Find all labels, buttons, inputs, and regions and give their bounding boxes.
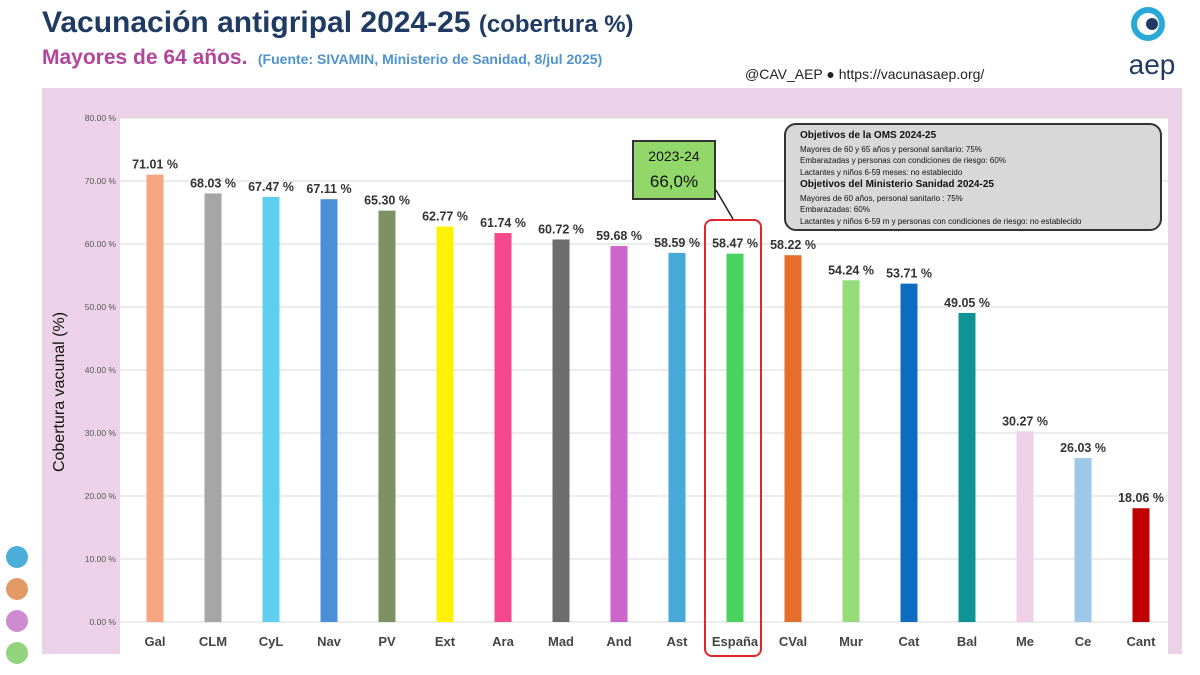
data-label: 58.47 %: [712, 237, 758, 251]
data-label: 53.71 %: [886, 267, 932, 281]
data-label: 30.27 %: [1002, 414, 1048, 428]
ms-objective-line: Mayores de 60 años, personal sanitario :…: [800, 193, 963, 203]
data-label: 65.30 %: [364, 194, 410, 208]
bar-and: [610, 246, 628, 623]
bar-bal: [958, 312, 976, 622]
social-handle: @CAV_AEP ● https://vacunasaep.org/: [745, 66, 985, 82]
x-tick-label: Cat: [899, 634, 921, 649]
data-label: 61.74 %: [480, 216, 526, 230]
title-suffix: (cobertura %): [478, 11, 634, 38]
bar-gal: [146, 174, 164, 622]
data-label: 26.03 %: [1060, 441, 1106, 455]
bar-ext: [436, 226, 454, 622]
oms-objective-line: Lactantes y niños 6-59 meses: no estable…: [800, 167, 963, 177]
x-tick-label: Nav: [317, 634, 342, 649]
x-tick-label: CyL: [259, 634, 284, 649]
data-label: 18.06 %: [1118, 491, 1164, 505]
previous-season-value: 66,0%: [649, 172, 699, 191]
x-tick-label: PV: [378, 634, 396, 649]
y-tick-label: 10.00 %: [85, 554, 117, 564]
data-label: 60.72 %: [538, 222, 584, 236]
x-tick-label: CLM: [199, 634, 227, 649]
source-note: (Fuente: SIVAMIN, Ministerio de Sanidad,…: [257, 51, 603, 67]
x-tick-label: Me: [1016, 634, 1034, 649]
x-tick-label: Cant: [1127, 634, 1157, 649]
bar-ara: [494, 233, 512, 622]
bar-nav: [320, 199, 338, 622]
logo-text: aep: [1129, 49, 1176, 80]
data-label: 58.59 %: [654, 236, 700, 250]
x-tick-label: Ast: [667, 634, 689, 649]
x-tick-label: Ext: [435, 634, 456, 649]
data-label: 62.77 %: [422, 210, 468, 224]
side-dot: [6, 642, 28, 664]
x-tick-label: And: [606, 634, 631, 649]
y-tick-label: 20.00 %: [85, 491, 117, 501]
bar-cat: [900, 283, 918, 622]
oms-objective-line: Embarazadas y personas con condiciones d…: [800, 156, 1006, 166]
chart-title: Vacunación antigripal 2024-25 (cobertura…: [42, 6, 634, 40]
previous-season-box: 2023-24 66,0%: [632, 140, 716, 200]
bar-pv: [378, 210, 396, 623]
side-dot: [6, 610, 28, 632]
subtitle-group: Mayores de 64 años.: [42, 46, 248, 69]
x-tick-label: Bal: [957, 634, 977, 649]
ms-objective-line: Lactantes y niños 6-59 m y personas con …: [800, 216, 1082, 226]
data-label: 67.47 %: [248, 180, 294, 194]
x-tick-label: CVal: [779, 634, 807, 649]
y-tick-label: 30.00 %: [85, 428, 117, 438]
x-tick-label: Ara: [492, 634, 514, 649]
previous-season-label: 2023-24: [648, 148, 700, 164]
bar-mad: [552, 239, 570, 623]
x-tick-label: Mad: [548, 634, 574, 649]
objectives-box: Objetivos de la OMS 2024-25 Mayores de 6…: [784, 123, 1162, 231]
ms-objectives-title: Objetivos del Ministerio Sanidad 2024-25: [800, 179, 994, 191]
data-label: 54.24 %: [828, 263, 874, 277]
data-label: 71.01 %: [132, 158, 178, 172]
side-dot: [6, 578, 28, 600]
bar-cyl: [262, 196, 280, 622]
chart-subtitle: Mayores de 64 años. (Fuente: SIVAMIN, Mi…: [42, 46, 602, 70]
x-tick-label: Ce: [1075, 634, 1092, 649]
x-tick-label: España: [712, 634, 759, 649]
y-tick-label: 70.00 %: [85, 176, 117, 186]
y-tick-label: 0.00 %: [90, 617, 117, 627]
oms-objectives-title: Objetivos de la OMS 2024-25: [800, 130, 937, 141]
bar-mur: [842, 280, 860, 622]
side-dot: [6, 546, 28, 568]
data-label: 58.22 %: [770, 238, 816, 252]
y-tick-label: 50.00 %: [85, 302, 117, 312]
y-tick-label: 60.00 %: [85, 239, 117, 249]
bar-ast: [668, 252, 686, 622]
bar-cant: [1132, 508, 1150, 622]
data-label: 67.11 %: [306, 182, 351, 196]
bar-cval: [784, 255, 802, 623]
bar-ce: [1074, 458, 1092, 622]
bar-españa: [726, 253, 744, 622]
y-tick-label: 40.00 %: [85, 365, 117, 375]
ms-objective-line: Embarazadas: 60%: [800, 205, 870, 215]
bar-clm: [204, 193, 222, 622]
y-tick-label: 80.00 %: [85, 113, 117, 123]
bar-me: [1016, 431, 1034, 622]
data-label: 59.68 %: [596, 229, 642, 243]
title-main: Vacunación antigripal 2024-25: [42, 6, 471, 39]
x-tick-label: Gal: [145, 634, 166, 649]
aep-logo: aep: [1129, 7, 1176, 80]
oms-objective-line: Mayores de 60 y 65 años y personal sanit…: [800, 144, 982, 154]
x-tick-label: Mur: [839, 634, 863, 649]
data-label: 49.05 %: [944, 296, 990, 310]
espana-highlight: [704, 219, 762, 657]
data-label: 68.03 %: [190, 176, 236, 190]
